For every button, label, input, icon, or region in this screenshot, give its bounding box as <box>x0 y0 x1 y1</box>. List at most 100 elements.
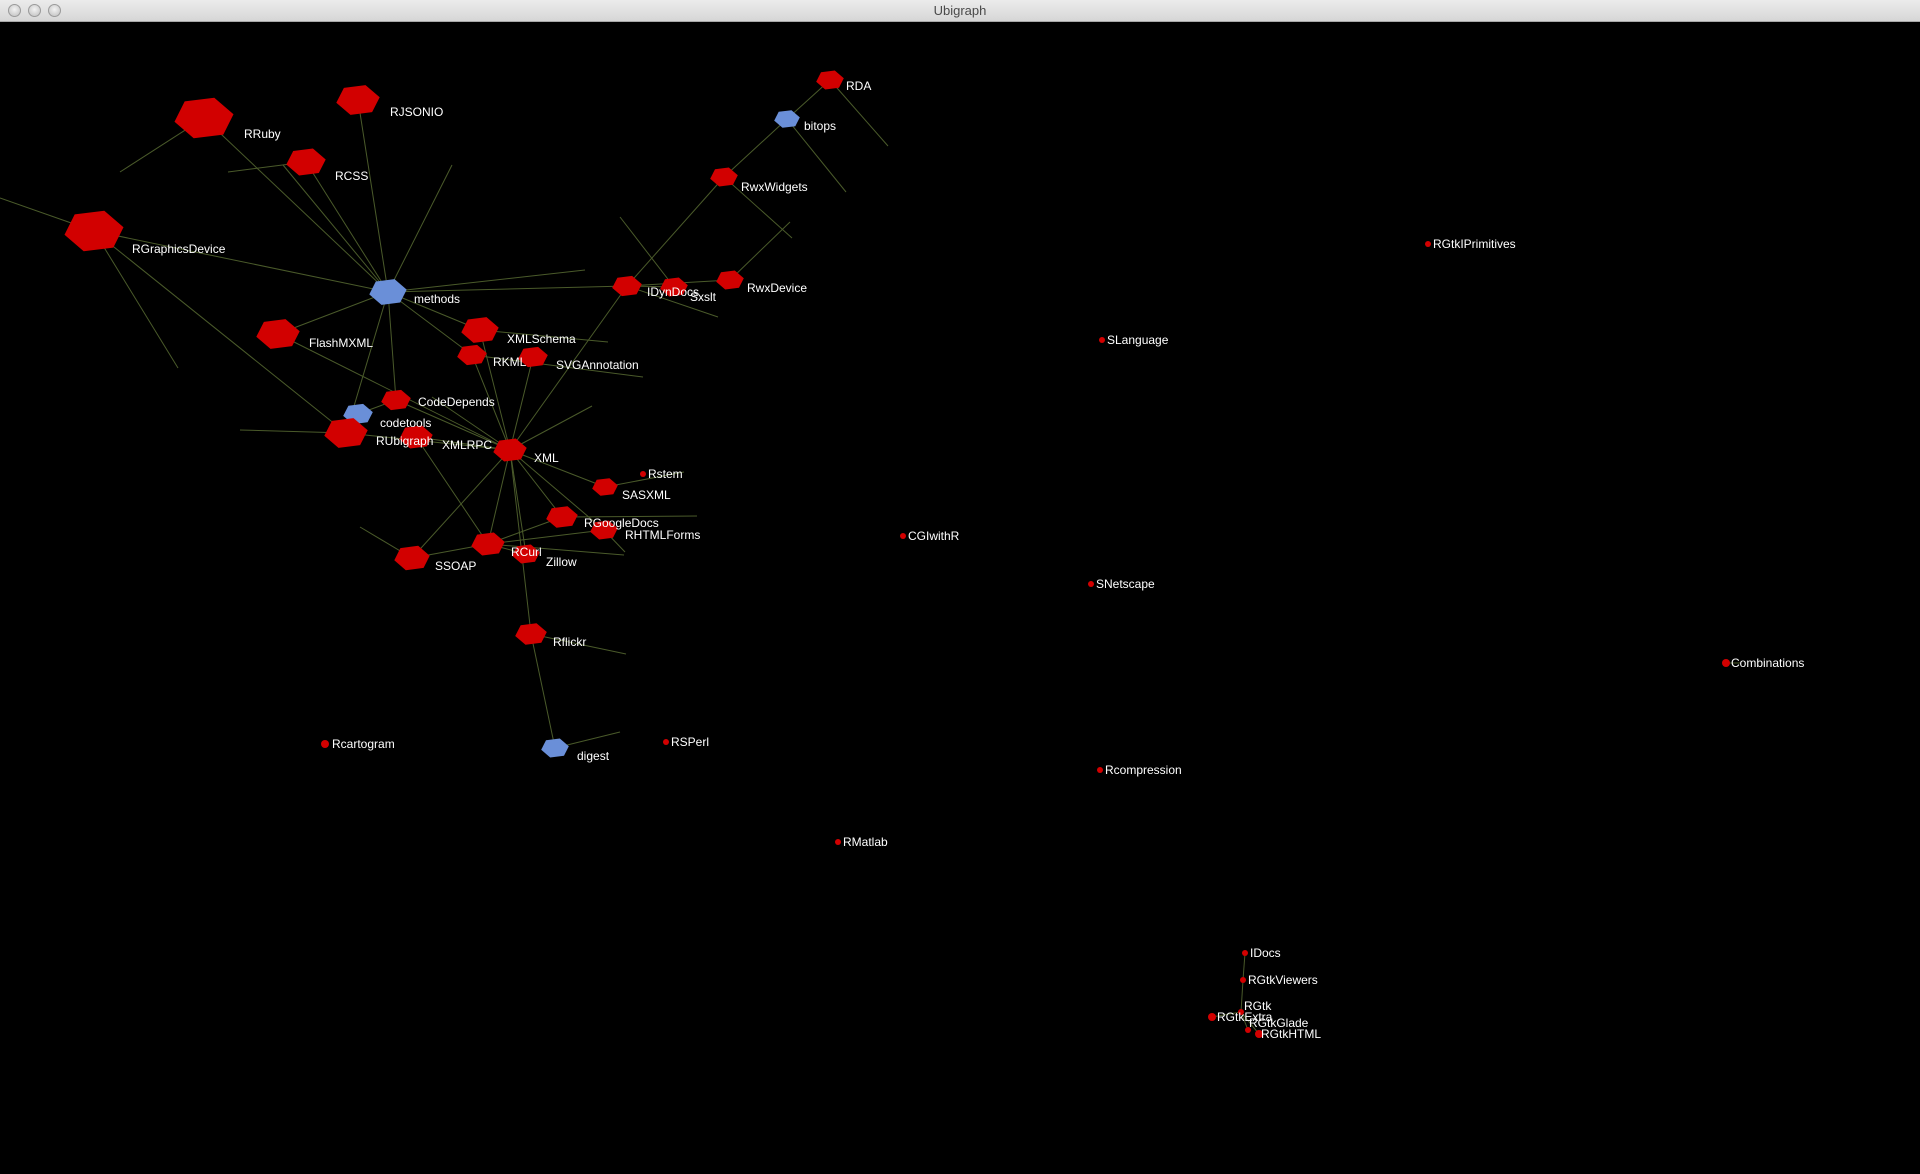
nodes-layer[interactable] <box>64 70 1731 1039</box>
graph-node-bitops[interactable] <box>774 110 800 128</box>
edge-RGtkViewers-RGtk <box>1240 979 1244 1013</box>
graph-node-Sxslt[interactable] <box>660 277 688 297</box>
node-label-SASXML: SASXML <box>622 488 671 502</box>
edge-stub <box>282 164 389 293</box>
node-label-Sxslt: Sxslt <box>690 290 717 304</box>
graph-node-RGtkExtra[interactable] <box>1208 1013 1216 1021</box>
edge-stub <box>626 285 719 318</box>
edge-RGoogleDocs-XML <box>509 449 563 518</box>
node-label-Zillow: Zillow <box>546 555 577 569</box>
graph-node-CGIwithR[interactable] <box>900 533 906 539</box>
graph-node-RSPerl[interactable] <box>663 739 669 745</box>
node-label-RRuby: RRuby <box>244 127 281 141</box>
graph-node-RDA[interactable] <box>816 70 844 90</box>
edge-RGtk-RGtkHTML <box>1240 1011 1260 1035</box>
edge-XMLSchema-methods <box>387 291 481 331</box>
graph-node-FlashMXML[interactable] <box>256 319 300 349</box>
node-label-RGraphicsDevice: RGraphicsDevice <box>132 242 226 256</box>
edge-RKML-XML <box>471 354 511 451</box>
graph-node-IDocs[interactable] <box>1242 950 1248 956</box>
title-bar[interactable]: Ubigraph <box>0 0 1920 22</box>
node-label-Rcartogram: Rcartogram <box>332 737 395 751</box>
edge-RHTMLForms-RCurl <box>487 529 605 545</box>
graph-node-RCurl[interactable] <box>471 532 505 556</box>
graph-canvas[interactable]: RRuby RJSONIO RCSS RGraphicsDevice methods Fl… <box>0 22 1920 1174</box>
graph-node-RRuby[interactable] <box>174 97 234 139</box>
graph-node-SSOAP[interactable] <box>394 545 430 571</box>
node-label-XMLRPC: XMLRPC <box>442 438 492 452</box>
labels-layer: RRuby RJSONIO RCSS RGraphicsDevice methods Fl… <box>132 79 1804 1041</box>
graph-node-methods[interactable] <box>369 279 407 305</box>
edge-IDynDocs-XML <box>509 285 628 451</box>
graph-node-Rstem[interactable] <box>640 471 646 477</box>
graph-node-SVGAnnotation[interactable] <box>518 346 548 368</box>
graph-node-SNetscape[interactable] <box>1088 581 1094 587</box>
graph-node-RGtkGlade[interactable] <box>1245 1027 1251 1033</box>
node-label-codetools: codetools <box>380 416 431 430</box>
graph-node-IDynDocs[interactable] <box>612 275 642 297</box>
edge-FlashMXML-methods <box>277 291 389 335</box>
edge-RRuby-methods <box>203 117 389 293</box>
graph-node-RGtk[interactable] <box>1238 1009 1244 1015</box>
graph-node-RJSONIO[interactable] <box>336 85 380 115</box>
graph-node-SASXML[interactable] <box>592 478 618 496</box>
edge-stub <box>471 354 644 378</box>
graph-node-digest[interactable] <box>541 738 569 758</box>
graph-node-Rflickr[interactable] <box>515 623 547 645</box>
edge-stub <box>93 230 179 369</box>
graph-node-RGtkViewers[interactable] <box>1240 977 1246 983</box>
edge-stub <box>509 405 593 451</box>
edge-stub <box>479 329 609 343</box>
graph-node-XMLSchema[interactable] <box>461 317 499 343</box>
edge-stub <box>786 118 847 193</box>
edge-CodeDepends-XML <box>395 399 511 451</box>
node-label-RGtkGlade: RGtkGlade <box>1249 1016 1309 1030</box>
node-label-RDA: RDA <box>846 79 871 93</box>
edge-IDynDocs-RwxWidgets <box>626 176 725 287</box>
edge-CodeDepends-methods <box>387 291 397 401</box>
node-label-RJSONIO: RJSONIO <box>390 105 443 119</box>
graph-node-RGraphicsDevice[interactable] <box>64 210 124 252</box>
graph-node-RGoogleDocs[interactable] <box>546 506 578 528</box>
edge-stubs-layer <box>0 79 1740 749</box>
node-label-RUbigraph: RUbigraph <box>376 434 433 448</box>
edge-RGtk-RGtkExtra <box>1211 1011 1242 1018</box>
graph-node-RwxDevice[interactable] <box>716 270 744 290</box>
graph-node-RMatlab[interactable] <box>835 839 841 845</box>
node-label-Rcompression: Rcompression <box>1105 763 1182 777</box>
zoom-window-button[interactable] <box>48 4 61 17</box>
graph-node-XMLRPC[interactable] <box>399 425 433 449</box>
edge-stub <box>387 164 453 293</box>
close-window-button[interactable] <box>8 4 21 17</box>
node-label-Combinations: Combinations <box>1731 656 1804 670</box>
graph-view[interactable]: RRuby RJSONIO RCSS RGraphicsDevice methods Fl… <box>0 22 1920 1174</box>
graph-node-RUbigraph[interactable] <box>324 418 368 448</box>
graph-node-RGtkIPrimitives[interactable] <box>1425 241 1431 247</box>
node-label-RGtkIPrimitives: RGtkIPrimitives <box>1433 237 1516 251</box>
edge-stub <box>561 515 698 518</box>
graph-node-SLanguage[interactable] <box>1099 337 1105 343</box>
graph-node-Rcartogram[interactable] <box>321 740 329 748</box>
edge-RCurl-XML <box>487 449 511 545</box>
node-label-RwxDevice: RwxDevice <box>747 281 807 295</box>
graph-node-Combinations[interactable] <box>1722 659 1730 667</box>
node-label-CodeDepends: CodeDepends <box>418 395 495 409</box>
graph-node-Rcompression[interactable] <box>1097 767 1103 773</box>
graph-node-RKML[interactable] <box>457 344 487 366</box>
node-label-XML: XML <box>534 451 559 465</box>
edge-stub <box>619 216 675 288</box>
graph-node-RCSS[interactable] <box>286 148 326 176</box>
node-label-RHTMLForms: RHTMLForms <box>625 528 700 542</box>
window-title: Ubigraph <box>933 3 987 18</box>
minimize-window-button[interactable] <box>28 4 41 17</box>
edge-Zillow-XML <box>509 449 527 555</box>
node-label-IDocs: IDocs <box>1250 946 1281 960</box>
node-label-RSPerl: RSPerl <box>671 735 709 749</box>
graph-node-RwxWidgets[interactable] <box>710 167 738 187</box>
graph-node-RGtkHTML[interactable] <box>1255 1030 1263 1038</box>
graph-node-Zillow[interactable] <box>512 544 540 564</box>
graph-node-CodeDepends[interactable] <box>381 389 411 411</box>
graph-node-RHTMLForms[interactable] <box>590 520 618 540</box>
edge-stub <box>604 471 685 488</box>
graph-node-XML[interactable] <box>493 438 527 462</box>
